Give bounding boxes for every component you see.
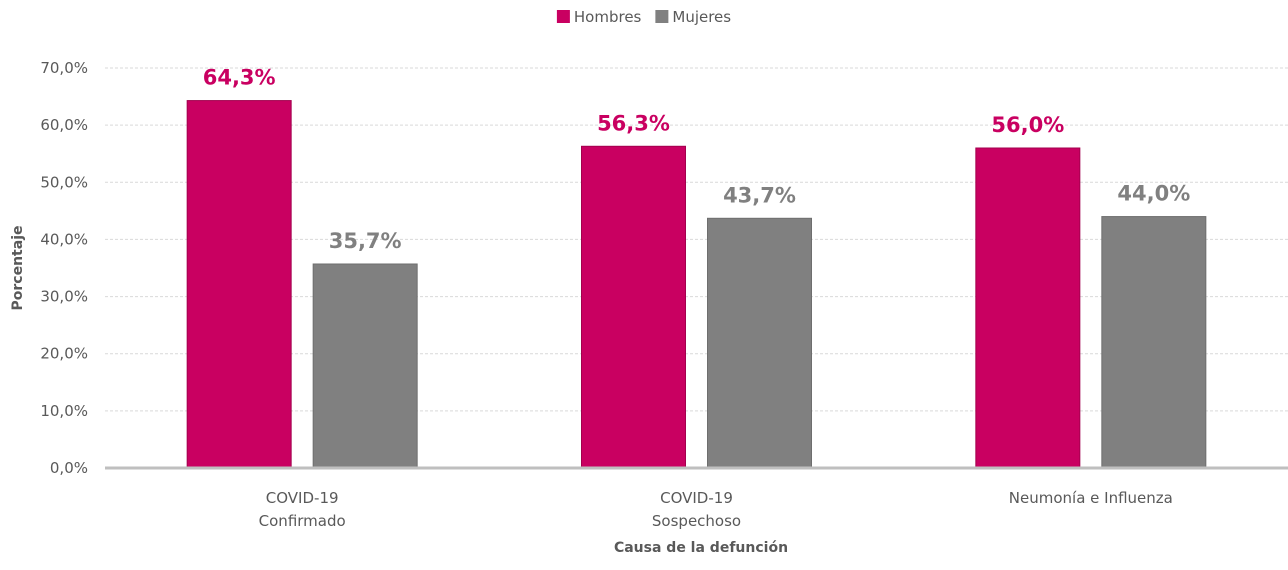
y-tick-label: 60,0%: [40, 116, 88, 134]
data-label-mujeres-1: 43,7%: [723, 183, 796, 207]
y-tick-label: 10,0%: [40, 402, 88, 420]
y-tick-label: 40,0%: [40, 230, 88, 248]
legend: Hombres Mujeres: [556, 8, 731, 26]
legend-label-mujeres: Mujeres: [672, 8, 731, 26]
bar-mujeres-2: [1101, 216, 1207, 469]
data-label-hombres-0: 64,3%: [203, 66, 276, 90]
legend-label-hombres: Hombres: [574, 8, 642, 26]
y-tick-label: 0,0%: [50, 459, 88, 477]
bars: [186, 100, 1207, 469]
y-axis-ticks: 0,0% 10,0% 20,0% 30,0% 40,0% 50,0% 60,0% 70,0%: [40, 59, 88, 477]
data-label-hombres-1: 56,3%: [597, 111, 670, 135]
y-axis-title: Porcentaje: [10, 226, 26, 311]
legend-swatch-mujeres: [655, 10, 669, 23]
y-tick-label: 20,0%: [40, 345, 88, 363]
grid-lines: [105, 67, 1288, 412]
legend-swatch-hombres: [556, 10, 570, 23]
data-label-hombres-2: 56,0%: [991, 113, 1064, 137]
data-label-mujeres-2: 44,0%: [1117, 182, 1190, 206]
y-tick-label: 70,0%: [40, 59, 88, 77]
bar-mujeres-1: [707, 217, 812, 469]
bar-hombres-0: [186, 100, 292, 469]
x-category-label: Confirmado: [259, 512, 346, 530]
x-category-label: COVID-19: [660, 489, 733, 507]
x-category-label: Neumonía e Influenza: [1009, 489, 1173, 507]
x-axis-title: Causa de la defunción: [614, 540, 788, 556]
bar-hombres-1: [581, 145, 686, 469]
x-axis-categories: COVID-19 Confirmado COVID-19 Sospechoso Neum…: [259, 489, 1173, 530]
y-tick-label: 30,0%: [40, 288, 88, 306]
y-tick-label: 50,0%: [40, 173, 88, 191]
bar-hombres-2: [975, 147, 1081, 469]
x-category-label: COVID-19: [266, 489, 339, 507]
data-labels: 64,3% 35,7% 56,3% 43,7% 56,0% 44,0%: [203, 66, 1191, 253]
bar-mujeres-0: [312, 263, 418, 469]
data-label-mujeres-0: 35,7%: [329, 229, 402, 253]
x-category-label: Sospechoso: [652, 512, 741, 530]
